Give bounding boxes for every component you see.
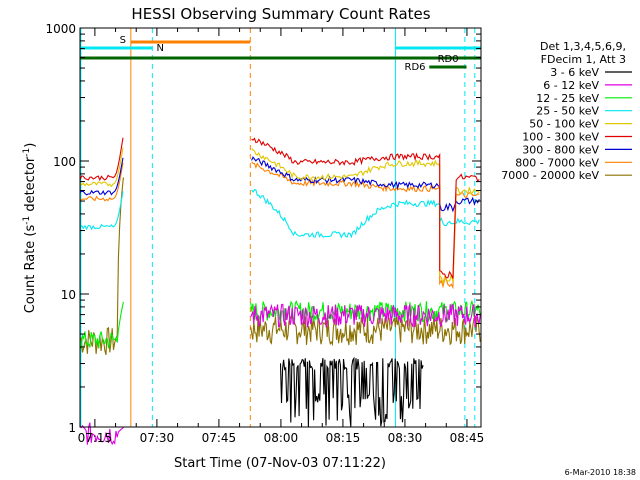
legend-label-4: 50 - 100 keV	[529, 118, 599, 131]
y-tick-label-2: 100	[53, 155, 76, 169]
y-tick-label-3: 1000	[45, 22, 76, 36]
series-7000-20000-kev	[79, 177, 481, 355]
series-50-100-kev	[79, 147, 480, 286]
legend-label-8: 7000 - 20000 keV	[501, 169, 599, 182]
annotation-rd6: RD6	[405, 62, 426, 73]
legend-label-3: 25 - 50 keV	[536, 105, 599, 118]
series-800-7000-kev	[79, 161, 480, 290]
legend-label-6: 300 - 800 keV	[522, 143, 599, 156]
series-6-12-kev	[79, 303, 481, 446]
x-tick-label-3: 08:00	[264, 431, 299, 445]
legend-header-1: FDecim 1, Att 3	[541, 53, 626, 66]
data-layer: S N RD0 RD6	[79, 28, 481, 446]
series-100-300-kev	[79, 137, 480, 279]
legend-label-2: 12 - 25 keV	[536, 92, 599, 105]
x-tick-label-1: 07:30	[140, 431, 175, 445]
chart-title: HESSI Observing Summary Count Rates	[131, 5, 430, 23]
y-tick-label-0: 1	[68, 421, 76, 435]
x-tick-label-2: 07:45	[202, 431, 237, 445]
y-tick-label-1: 10	[61, 288, 76, 302]
series-3-6-kev	[279, 356, 424, 427]
x-axis-label: Start Time (07-Nov-03 07:11:22)	[174, 456, 386, 471]
legend-label-0: 3 - 6 keV	[550, 66, 599, 79]
x-tick-label-6: 08:45	[450, 431, 485, 445]
legend-label-7: 800 - 7000 keV	[515, 156, 599, 169]
annotation-s: S	[120, 35, 126, 46]
axes-layer: 07:15 07:30 07:45 08:00 08:15 08:30 08:45 1 10 10…	[45, 22, 484, 445]
footer-date: 6-Mar-2010 18:38	[565, 468, 636, 477]
x-tick-label-5: 08:30	[388, 431, 423, 445]
series-25-50-kev	[79, 188, 480, 239]
x-tick-label-4: 08:15	[326, 431, 361, 445]
series-300-800-kev	[79, 156, 480, 213]
legend-header-0: Det 1,3,4,5,6,9,	[540, 40, 626, 53]
annotation-n: N	[156, 43, 163, 54]
legend-label-5: 100 - 300 keV	[522, 131, 599, 144]
legend-label-1: 6 - 12 keV	[543, 79, 599, 92]
legend: Det 1,3,4,5,6,9,FDecim 1, Att 33 - 6 keV…	[501, 40, 632, 182]
y-axis-label: Count Rate (s-1 detector-1)	[22, 143, 38, 314]
annotation-rd0: RD0	[438, 54, 459, 65]
x-tick-label-0: 07:15	[78, 431, 113, 445]
